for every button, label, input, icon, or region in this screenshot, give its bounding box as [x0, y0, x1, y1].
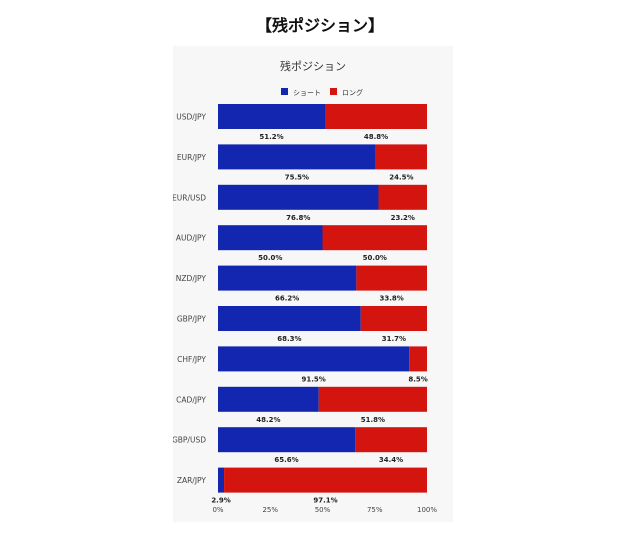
- value-label-short: 91.5%: [301, 375, 325, 383]
- value-label-short: 50.0%: [258, 254, 282, 262]
- category-label: CHF/JPY: [177, 355, 206, 364]
- bar-long: [322, 225, 427, 251]
- value-label-short: 51.2%: [259, 133, 283, 141]
- category-label: NZD/JPY: [176, 274, 207, 283]
- value-label-short: 65.6%: [274, 456, 298, 464]
- value-label-short: 76.8%: [286, 214, 310, 222]
- bar-short: [218, 265, 357, 291]
- value-label-long: 97.1%: [313, 497, 337, 505]
- x-tick-label: 75%: [367, 506, 383, 514]
- x-axis: 0% 25% 50% 75% 100%: [212, 506, 437, 514]
- value-label-short: 66.2%: [275, 295, 299, 303]
- bar-long: [378, 184, 427, 210]
- bar-group: USD/JPY 51.2% 48.8% EUR/JPY 75.5% 24.5% EUR/US…: [173, 104, 428, 505]
- legend-swatch-long: [330, 88, 337, 95]
- value-label-long: 34.4%: [379, 456, 403, 464]
- chart-panel: 残ポジション ショート ロング USD/JPY 51.2% 48.8% EUR/JPY 7…: [173, 46, 453, 522]
- category-label: CAD/JPY: [176, 395, 206, 404]
- x-tick-label: 25%: [262, 506, 278, 514]
- value-label-long: 33.8%: [380, 295, 404, 303]
- chart-title: 残ポジション: [280, 59, 346, 73]
- bar-short: [218, 225, 323, 251]
- category-label: AUD/JPY: [176, 234, 206, 243]
- bar-short: [218, 346, 410, 372]
- value-label-long: 23.2%: [391, 214, 415, 222]
- bar-long: [318, 386, 427, 412]
- value-label-long: 50.0%: [363, 254, 387, 262]
- bar-long: [375, 144, 427, 170]
- bar-short: [218, 427, 356, 453]
- value-label-long: 24.5%: [389, 173, 413, 181]
- value-label-long: 31.7%: [382, 335, 406, 343]
- category-label: GBP/USD: [173, 436, 206, 445]
- bar-short: [218, 184, 379, 210]
- value-label-long: 8.5%: [408, 375, 427, 383]
- bar-long: [356, 265, 427, 291]
- bar-long: [360, 306, 427, 331]
- bar-long: [325, 104, 427, 129]
- page-heading: 【残ポジション】: [255, 16, 384, 35]
- category-label: USD/JPY: [176, 113, 206, 122]
- value-label-short: 68.3%: [277, 335, 301, 343]
- bar-long: [355, 427, 427, 453]
- bar-short: [218, 104, 326, 129]
- category-label: EUR/USD: [173, 193, 206, 202]
- value-label-long: 48.8%: [364, 133, 388, 141]
- category-label: ZAR/JPY: [177, 476, 207, 485]
- category-label: GBP/JPY: [177, 315, 207, 324]
- legend-swatch-short: [281, 88, 288, 95]
- x-tick-label: 100%: [417, 506, 437, 514]
- legend-label-short: ショート: [293, 89, 321, 97]
- value-label-short: 2.9%: [211, 497, 230, 505]
- chart-legend: ショート ロング: [281, 88, 363, 97]
- value-label-short: 75.5%: [285, 173, 309, 181]
- legend-label-long: ロング: [342, 88, 363, 97]
- bar-short: [218, 386, 319, 412]
- bar-short: [218, 467, 225, 493]
- position-chart: 残ポジション ショート ロング USD/JPY 51.2% 48.8% EUR/JPY 7…: [173, 59, 437, 514]
- x-tick-label: 50%: [315, 506, 331, 514]
- value-label-short: 48.2%: [256, 416, 280, 424]
- x-tick-label: 0%: [212, 506, 223, 514]
- bar-short: [218, 306, 361, 331]
- bar-long: [224, 467, 427, 493]
- value-label-long: 51.8%: [361, 416, 385, 424]
- bar-short: [218, 144, 376, 170]
- bar-long: [409, 346, 427, 372]
- category-label: EUR/JPY: [177, 153, 207, 162]
